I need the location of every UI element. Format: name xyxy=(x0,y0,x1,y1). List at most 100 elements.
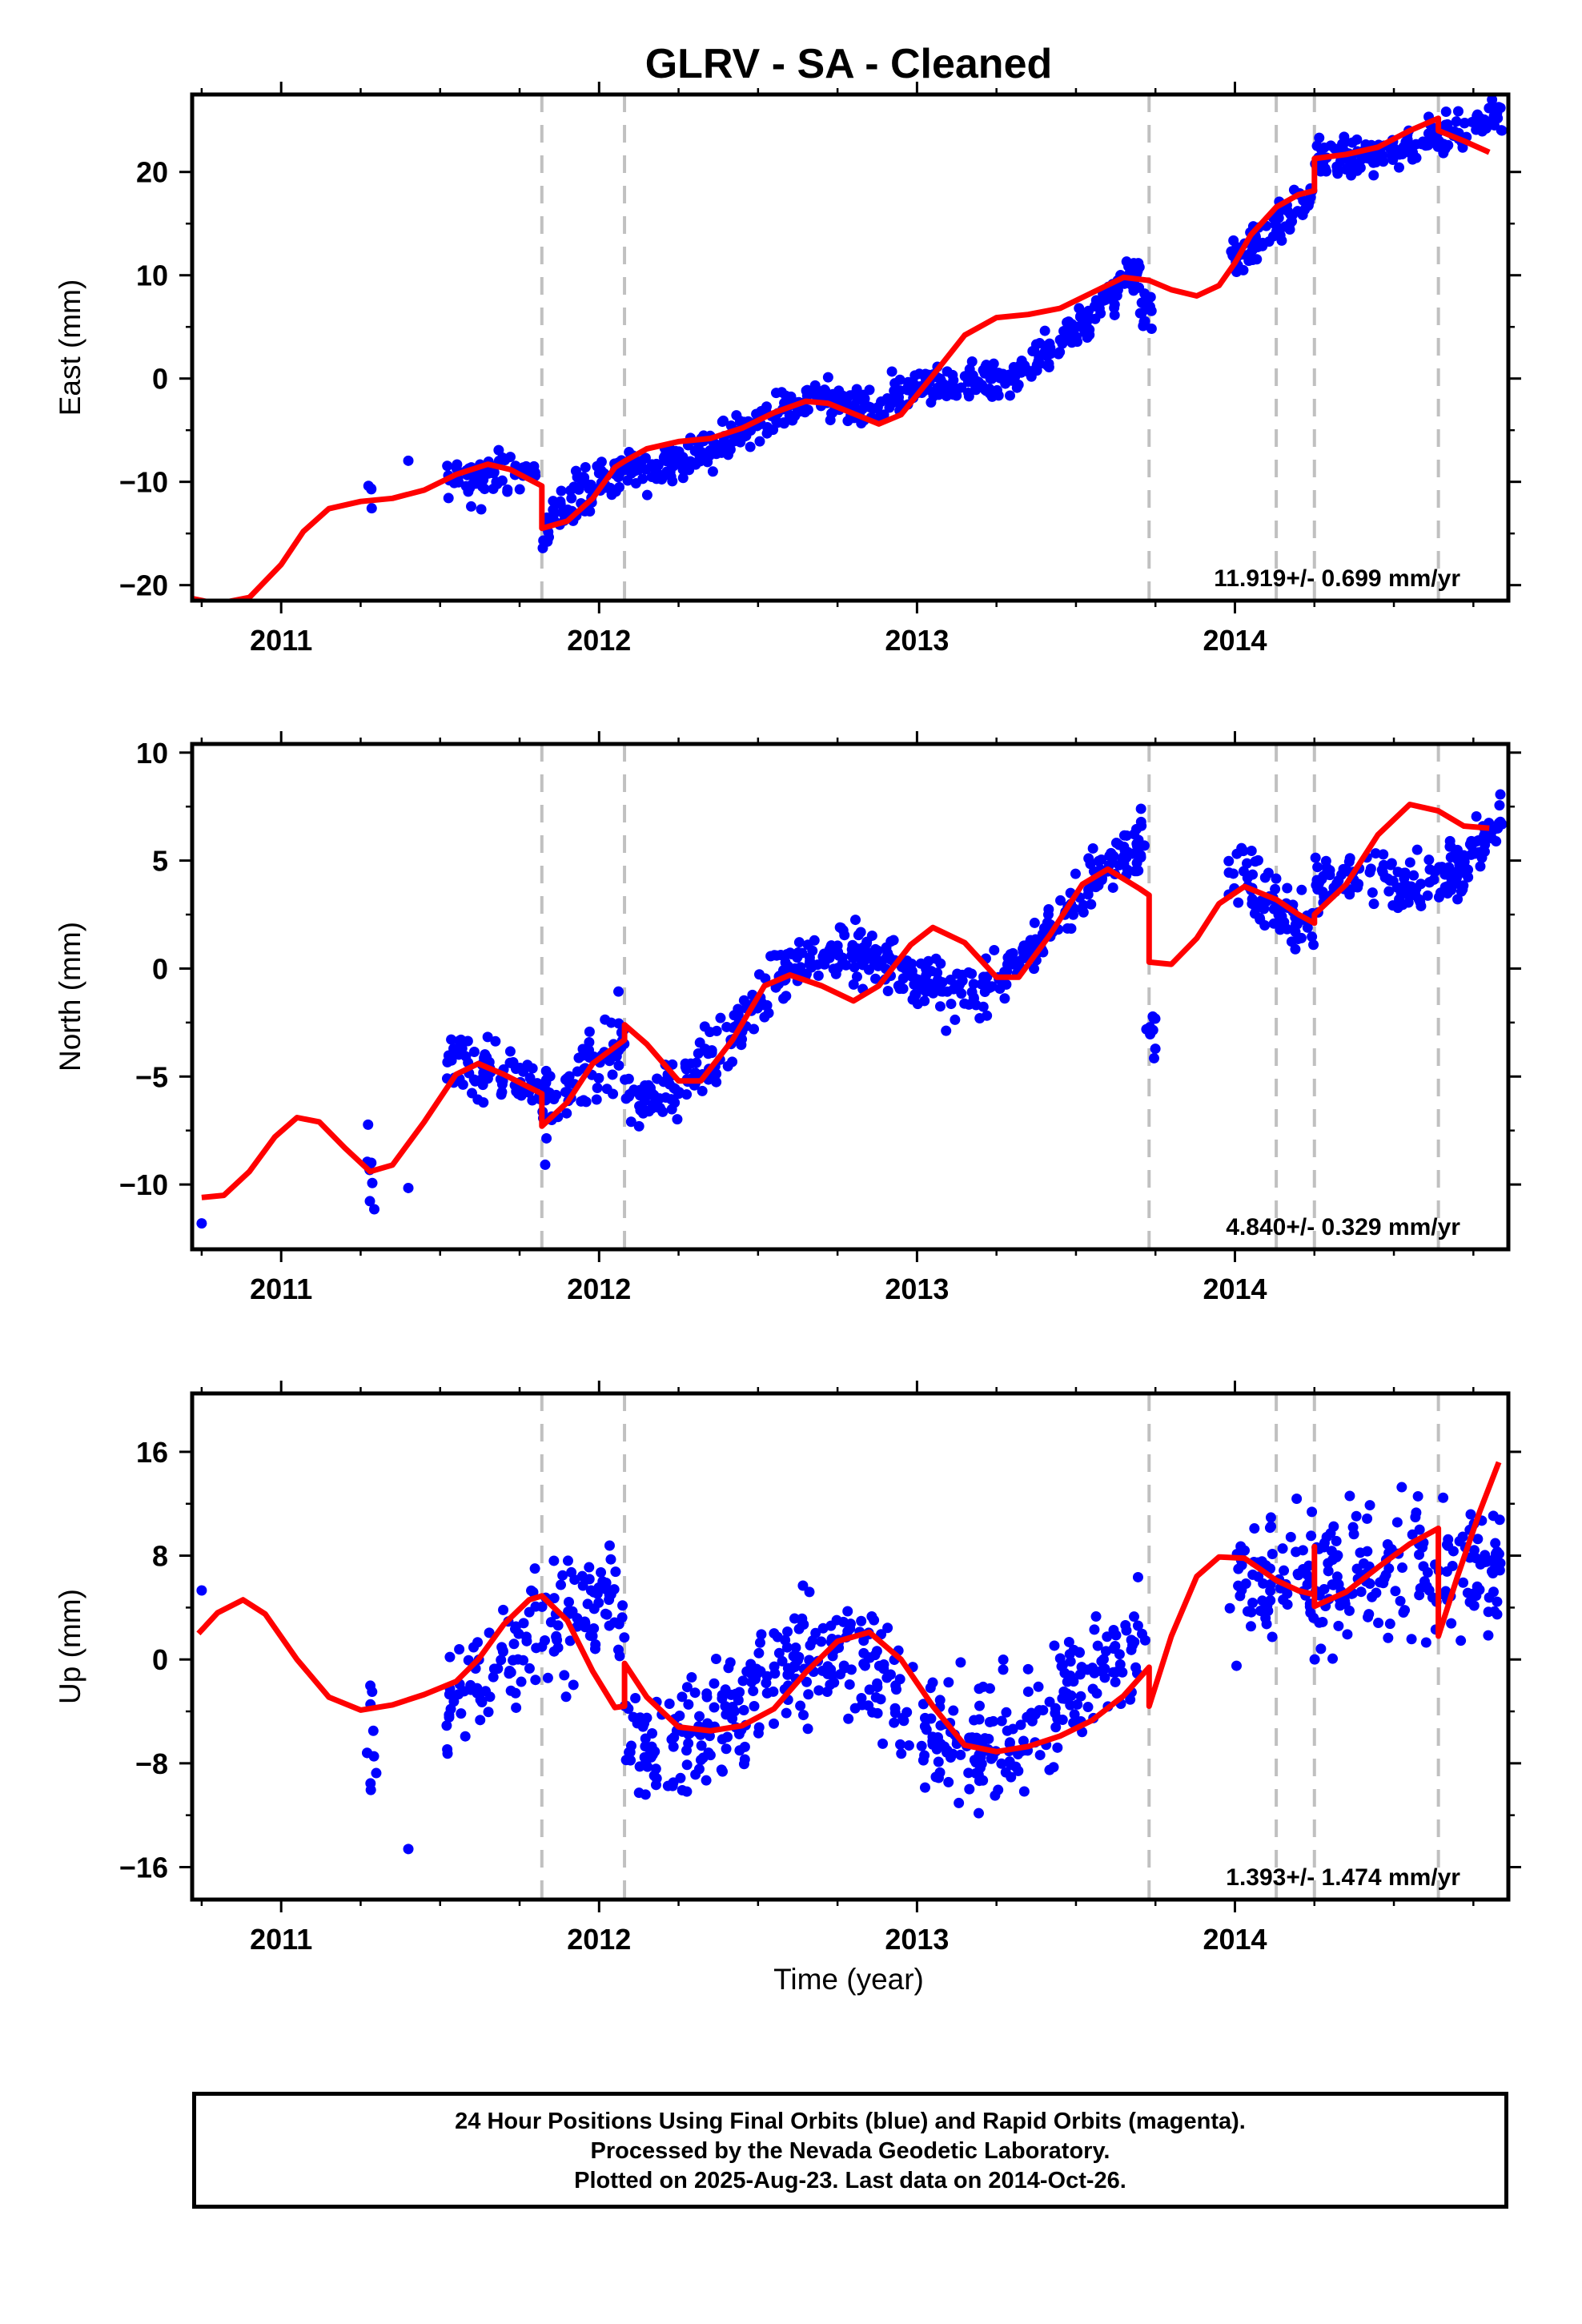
rate-label: 4.840+/- 0.329 mm/yr xyxy=(1226,1214,1460,1240)
data-point xyxy=(945,1752,956,1763)
data-point xyxy=(1494,103,1505,114)
data-point xyxy=(695,451,706,462)
data-point xyxy=(946,999,957,1010)
data-point xyxy=(681,1063,692,1075)
data-point xyxy=(734,1745,745,1756)
data-point xyxy=(460,480,472,492)
data-point xyxy=(1342,1629,1353,1640)
data-point xyxy=(663,465,674,476)
data-point xyxy=(480,1686,492,1697)
data-point xyxy=(640,1789,651,1800)
data-point xyxy=(1110,1676,1121,1687)
data-point xyxy=(1355,1586,1367,1598)
data-point xyxy=(927,387,938,398)
data-point xyxy=(1440,107,1452,118)
data-point xyxy=(919,995,930,1007)
data-point xyxy=(1490,1538,1501,1549)
data-point xyxy=(371,1767,382,1779)
data-point xyxy=(1062,317,1073,328)
data-point xyxy=(1146,324,1157,335)
data-point xyxy=(1291,1494,1303,1505)
data-point xyxy=(819,959,830,970)
data-point xyxy=(1335,1600,1346,1611)
data-point xyxy=(564,1071,575,1082)
x-tick-label: 2012 xyxy=(567,1923,631,1956)
data-point xyxy=(514,484,525,495)
data-point xyxy=(1384,875,1395,887)
data-point xyxy=(1362,1546,1373,1557)
data-point xyxy=(1447,1560,1458,1571)
data-point xyxy=(903,384,914,395)
data-point xyxy=(1136,1628,1147,1639)
data-point xyxy=(1290,919,1301,930)
data-point xyxy=(695,1755,706,1766)
data-point xyxy=(1401,889,1412,900)
data-point xyxy=(939,381,950,392)
data-point xyxy=(1022,1663,1034,1675)
data-point xyxy=(857,395,869,406)
data-point xyxy=(1285,209,1296,220)
data-point xyxy=(1411,1507,1422,1518)
data-point xyxy=(1465,1509,1476,1520)
data-point xyxy=(582,1598,593,1610)
data-point xyxy=(570,465,581,476)
data-point xyxy=(1440,1586,1452,1597)
data-point xyxy=(1324,870,1335,881)
data-point xyxy=(1414,1524,1425,1535)
data-point xyxy=(584,1562,595,1573)
data-point xyxy=(1057,1714,1068,1725)
data-point xyxy=(1414,1590,1425,1601)
data-point xyxy=(809,380,821,391)
data-point xyxy=(1310,852,1321,863)
data-point xyxy=(1006,1759,1017,1771)
data-point xyxy=(1424,135,1435,147)
data-point xyxy=(1076,1662,1087,1673)
data-point xyxy=(1406,881,1417,892)
panel-north: 2011 2012 2013 2014 −10 −5 0 5 10 North (mm) 4.840… xyxy=(54,731,1521,1305)
data-point xyxy=(885,936,897,947)
data-point xyxy=(925,978,936,989)
data-point xyxy=(365,1680,376,1691)
data-point xyxy=(707,466,718,477)
panel-frame xyxy=(190,742,1511,1252)
data-point xyxy=(1050,1707,1061,1719)
data-point xyxy=(652,1073,663,1084)
data-point xyxy=(639,1096,650,1107)
data-point xyxy=(641,489,652,501)
data-point xyxy=(1472,1534,1484,1545)
data-point xyxy=(1224,1602,1235,1614)
data-point xyxy=(1261,1618,1272,1630)
data-point xyxy=(721,1743,732,1755)
data-point xyxy=(1383,1563,1395,1574)
data-point xyxy=(1327,1653,1339,1664)
data-point xyxy=(1487,94,1498,105)
data-point xyxy=(555,496,566,507)
data-point xyxy=(1488,1586,1499,1598)
x-tick-label: 2013 xyxy=(885,624,949,657)
data-point xyxy=(758,999,769,1011)
data-point xyxy=(1364,866,1375,878)
data-point xyxy=(1368,170,1379,181)
data-point xyxy=(548,1593,560,1604)
data-point xyxy=(1018,1786,1030,1797)
data-point xyxy=(989,944,1000,955)
data-point xyxy=(1265,1594,1276,1606)
data-point xyxy=(968,979,979,990)
data-point xyxy=(1308,939,1319,951)
data-point xyxy=(1126,1644,1137,1655)
data-point xyxy=(753,1722,765,1733)
data-point xyxy=(1307,1506,1318,1518)
data-point xyxy=(1492,113,1504,124)
data-point xyxy=(368,1751,379,1762)
data-point xyxy=(893,980,904,991)
data-point xyxy=(856,1615,867,1626)
data-point xyxy=(793,937,805,948)
data-point xyxy=(601,1609,612,1620)
data-point xyxy=(864,1684,875,1695)
data-point xyxy=(853,930,864,941)
data-point xyxy=(1020,364,1031,375)
data-point xyxy=(604,1590,615,1601)
data-point xyxy=(1002,952,1014,963)
data-point xyxy=(731,410,742,421)
data-point xyxy=(1392,866,1403,878)
